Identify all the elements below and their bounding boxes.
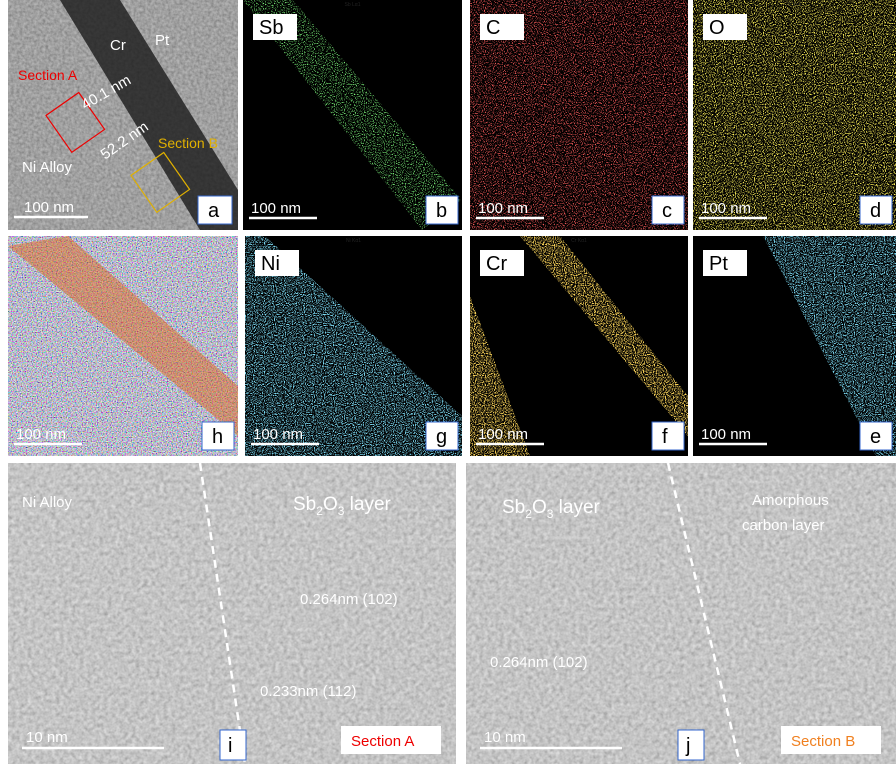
layer-part: O xyxy=(532,497,547,518)
map-title: Cr Kα1 xyxy=(571,238,587,244)
letter: b xyxy=(436,200,447,222)
panel-d: O Kα1 O 100 nm d xyxy=(693,0,896,230)
letter: j xyxy=(685,735,690,757)
element-label: Cr xyxy=(486,253,507,275)
letter-box xyxy=(678,730,704,760)
map-title: Pt Mα1 xyxy=(787,238,803,244)
panel-h: 100 nm h xyxy=(8,236,238,456)
page: {"panel_a":{"cr":"Cr","pt":"Pt","section… xyxy=(0,0,896,764)
map-title: O Kα1 xyxy=(787,2,802,8)
region-label: Ni Alloy xyxy=(22,494,73,511)
letter: i xyxy=(228,735,232,757)
section-label: Section A xyxy=(351,733,414,750)
region-label: carbon layer xyxy=(742,517,825,534)
letter: e xyxy=(870,426,881,448)
layer-part: Sb xyxy=(502,497,525,518)
label: Ni Alloy xyxy=(22,159,73,176)
panel-f: Cr Kα1 Cr 100 nm f xyxy=(470,236,688,456)
label: Cr xyxy=(110,37,126,54)
panel-g: Ni Kα1 Ni 100 nm g xyxy=(245,236,462,456)
layer-part: layer xyxy=(344,494,391,515)
letter-box xyxy=(220,730,246,760)
panel-e: Pt Mα1 Pt 100 nm e xyxy=(693,236,896,456)
label: Section A xyxy=(18,67,78,83)
scale-label: 10 nm xyxy=(26,729,68,746)
figure: Cr Pt Section A 40.1 nm 52.2 nm Section … xyxy=(0,0,896,764)
label: Section B xyxy=(158,135,218,151)
scale-label: 100 nm xyxy=(701,200,751,217)
label: Pt xyxy=(155,32,170,49)
element-label: C xyxy=(486,17,500,39)
letter: c xyxy=(662,200,672,222)
region-label: Amorphous xyxy=(752,492,829,509)
element-label: Sb xyxy=(259,17,283,39)
scale-label: 10 nm xyxy=(484,729,526,746)
layer-part: Sb xyxy=(293,494,316,515)
scale-label: 100 nm xyxy=(16,426,66,443)
fringe-label: 0.233nm (112) xyxy=(260,683,356,700)
panel-b: Sb Lα1 Sb 100 nm b xyxy=(243,0,462,230)
scale-label: 100 nm xyxy=(24,199,74,216)
scale-label: 100 nm xyxy=(478,200,528,217)
element-label: Pt xyxy=(709,253,728,275)
fringe-label: 0.264nm (102) xyxy=(300,591,398,608)
layer-part: O xyxy=(323,494,338,515)
letter: d xyxy=(870,200,881,222)
element-label: O xyxy=(709,17,725,39)
scale-label: 100 nm xyxy=(253,426,303,443)
scale-label: 100 nm xyxy=(478,426,528,443)
letter: f xyxy=(662,426,668,448)
letter: h xyxy=(212,426,223,448)
map-title: Sb Lα1 xyxy=(345,2,361,8)
letter: a xyxy=(208,200,220,222)
letter: g xyxy=(436,426,447,448)
map-title: Ni Kα1 xyxy=(346,238,361,244)
scale-label: 100 nm xyxy=(701,426,751,443)
element-label: Ni xyxy=(261,253,280,275)
section-label: Section B xyxy=(791,733,855,750)
letter-box xyxy=(652,422,684,450)
panel-a: Cr Pt Section A 40.1 nm 52.2 nm Section … xyxy=(8,0,238,230)
layer-part: layer xyxy=(553,497,600,518)
panel-c: C Kα1_2 C 100 nm c xyxy=(470,0,688,230)
map-title: C Kα1_2 xyxy=(569,2,589,8)
fringe-label: 0.264nm (102) xyxy=(490,654,588,671)
scale-label: 100 nm xyxy=(251,200,301,217)
